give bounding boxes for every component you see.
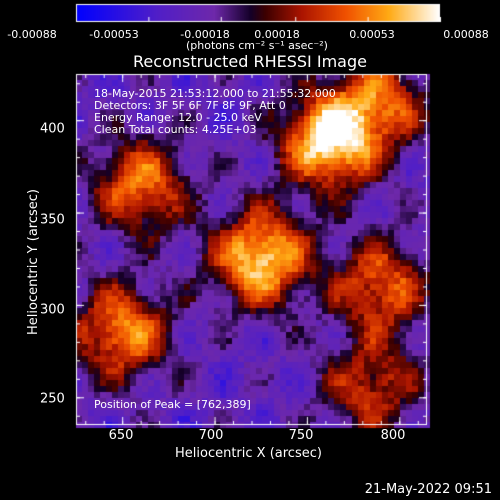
colorbar-tick-label: -0.00018 <box>180 28 230 41</box>
x-axis-label: Heliocentric X (arcsec) <box>175 446 322 461</box>
y-tick-label: 300 <box>40 302 65 318</box>
info-time-range: 18-May-2015 21:53:12.000 to 21:55:32.000 <box>94 87 336 100</box>
x-tick-label: 650 <box>108 428 134 443</box>
y-tick-label: 400 <box>40 121 65 137</box>
x-tick-label: 700 <box>198 428 224 443</box>
info-detectors: Detectors: 3F 5F 6F 7F 8F 9F, Att 0 <box>94 99 286 112</box>
colorbar-tick-label: -0.00053 <box>89 28 139 41</box>
x-tick-label: 750 <box>288 428 314 443</box>
colorbar-tick-label: -0.00088 <box>7 28 57 41</box>
colorbar-tick-label: 0.00088 <box>443 28 489 41</box>
colorbar-tick-label: 0.00053 <box>349 28 395 41</box>
plot-date-stamp: 21-May-2022 09:51 <box>364 482 492 497</box>
chart-title: Reconstructed RHESSI Image <box>133 52 367 71</box>
y-axis-label: Heliocentric Y (arcsec) <box>26 189 41 335</box>
y-tick-label: 250 <box>40 391 65 407</box>
info-energy-range: Energy Range: 12.0 - 25.0 keV <box>94 111 262 124</box>
peak-position-label: Position of Peak = [762,389] <box>94 398 251 411</box>
y-tick-label: 350 <box>40 212 65 228</box>
info-clean-counts: Clean Total counts: 4.25E+03 <box>94 123 257 136</box>
colorbar-unit-label: (photons cm⁻² s⁻¹ asec⁻²) <box>186 39 328 52</box>
colorbar-tick-label: 0.00018 <box>254 28 300 41</box>
x-tick-label: 800 <box>380 428 406 443</box>
